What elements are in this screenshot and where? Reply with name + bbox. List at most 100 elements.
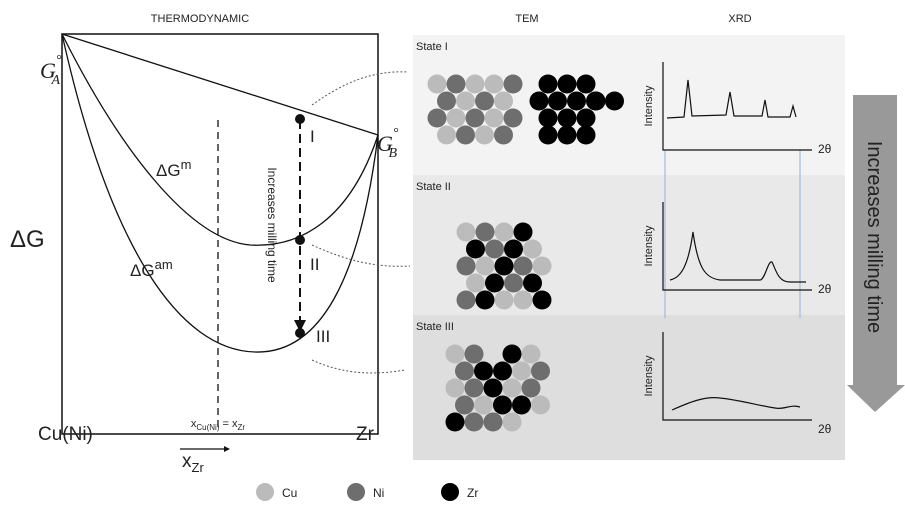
state-title: State I: [416, 41, 448, 53]
legend-swatch: [256, 483, 274, 501]
comp-sub: Cu(Ni): [196, 423, 219, 432]
state-title: State III: [416, 321, 454, 333]
x-right-label: Zr: [356, 424, 375, 445]
dgam-label: ΔGam: [130, 257, 173, 280]
atom: [587, 92, 606, 111]
comp-sub: Zr: [238, 423, 246, 432]
ga-sup: °: [56, 53, 62, 68]
atom: [466, 109, 485, 128]
atom: [539, 109, 558, 128]
atom: [465, 379, 484, 398]
header-xrd: XRD: [728, 13, 751, 25]
atom: [456, 92, 475, 111]
atom: [577, 126, 596, 145]
atom: [495, 223, 514, 242]
atom: [577, 75, 596, 94]
atom: [446, 379, 465, 398]
curve-dgm: [62, 34, 378, 245]
atom: [539, 126, 558, 145]
point-label: II: [310, 255, 319, 274]
atom: [474, 362, 493, 381]
atom: [485, 274, 504, 293]
y-label: ΔG: [10, 226, 45, 253]
legend-label: Cu: [282, 486, 297, 500]
atom: [485, 240, 504, 259]
gb-sup: °: [393, 126, 399, 141]
legend-label: Ni: [373, 486, 384, 500]
atom: [476, 223, 495, 242]
legend-swatch: [441, 483, 459, 501]
atom: [476, 257, 495, 276]
header-thermodynamic: THERMODYNAMIC: [151, 13, 249, 25]
atom: [494, 126, 513, 145]
atom: [466, 75, 485, 94]
atom: [558, 126, 577, 145]
arrow-label: Increases milling time: [265, 167, 279, 283]
point-3: [295, 328, 305, 338]
curve-dgam: [62, 34, 378, 352]
atom: [531, 396, 550, 415]
x-left-label: Cu(Ni): [38, 424, 93, 445]
header-tem: TEM: [515, 13, 538, 25]
atom: [495, 291, 514, 310]
atom: [503, 379, 522, 398]
atom: [484, 413, 503, 432]
atom: [437, 92, 456, 111]
atom: [428, 75, 447, 94]
dgm-main: ΔG: [156, 161, 181, 180]
atom: [503, 413, 522, 432]
atom: [539, 75, 558, 94]
atom: [447, 75, 466, 94]
dgm-sup: m: [181, 157, 192, 172]
dgam-sup: am: [155, 257, 173, 272]
atom: [456, 126, 475, 145]
atom: [447, 109, 466, 128]
xrd-y-label: Intensity: [643, 225, 655, 266]
atom: [530, 92, 549, 111]
plot-frame: [62, 34, 378, 434]
atom: [522, 379, 541, 398]
atom: [457, 291, 476, 310]
atom: [523, 240, 542, 259]
ga-sub: A: [51, 73, 61, 88]
atom: [548, 92, 567, 111]
atom: [476, 291, 495, 310]
atom: [484, 379, 503, 398]
atom: [466, 240, 485, 259]
legend-swatch: [347, 483, 365, 501]
xrd-x-label: 2θ: [818, 282, 832, 296]
atom: [446, 413, 465, 432]
atom: [533, 291, 552, 310]
dgam-main: ΔG: [130, 261, 155, 280]
atom: [512, 362, 531, 381]
atom: [437, 126, 456, 145]
gb-sub: B: [389, 146, 398, 161]
xrd-y-label: Intensity: [643, 85, 655, 126]
atom: [504, 240, 523, 259]
atom: [485, 109, 504, 128]
atom: [522, 345, 541, 364]
atom: [531, 362, 550, 381]
atom: [504, 109, 523, 128]
atom: [465, 345, 484, 364]
figure: THERMODYNAMIC TEM XRD I II III Increases…: [0, 0, 905, 506]
atom: [567, 92, 586, 111]
atom: [514, 257, 533, 276]
atom: [493, 396, 512, 415]
mixing-line: [62, 34, 378, 135]
x-main: x: [182, 451, 192, 472]
atom: [494, 92, 513, 111]
xrd-x-label: 2θ: [818, 422, 832, 436]
atom: [457, 257, 476, 276]
x-sub: Zr: [192, 460, 205, 475]
atom: [474, 396, 493, 415]
comp-eq: =: [220, 418, 233, 430]
atom: [504, 75, 523, 94]
page: THERMODYNAMIC TEM XRD I II III Increases…: [0, 0, 905, 506]
atom: [466, 274, 485, 293]
legend-label: Zr: [467, 486, 478, 500]
atom: [465, 413, 484, 432]
atom: [475, 126, 494, 145]
atom: [455, 396, 474, 415]
atom: [523, 274, 542, 293]
